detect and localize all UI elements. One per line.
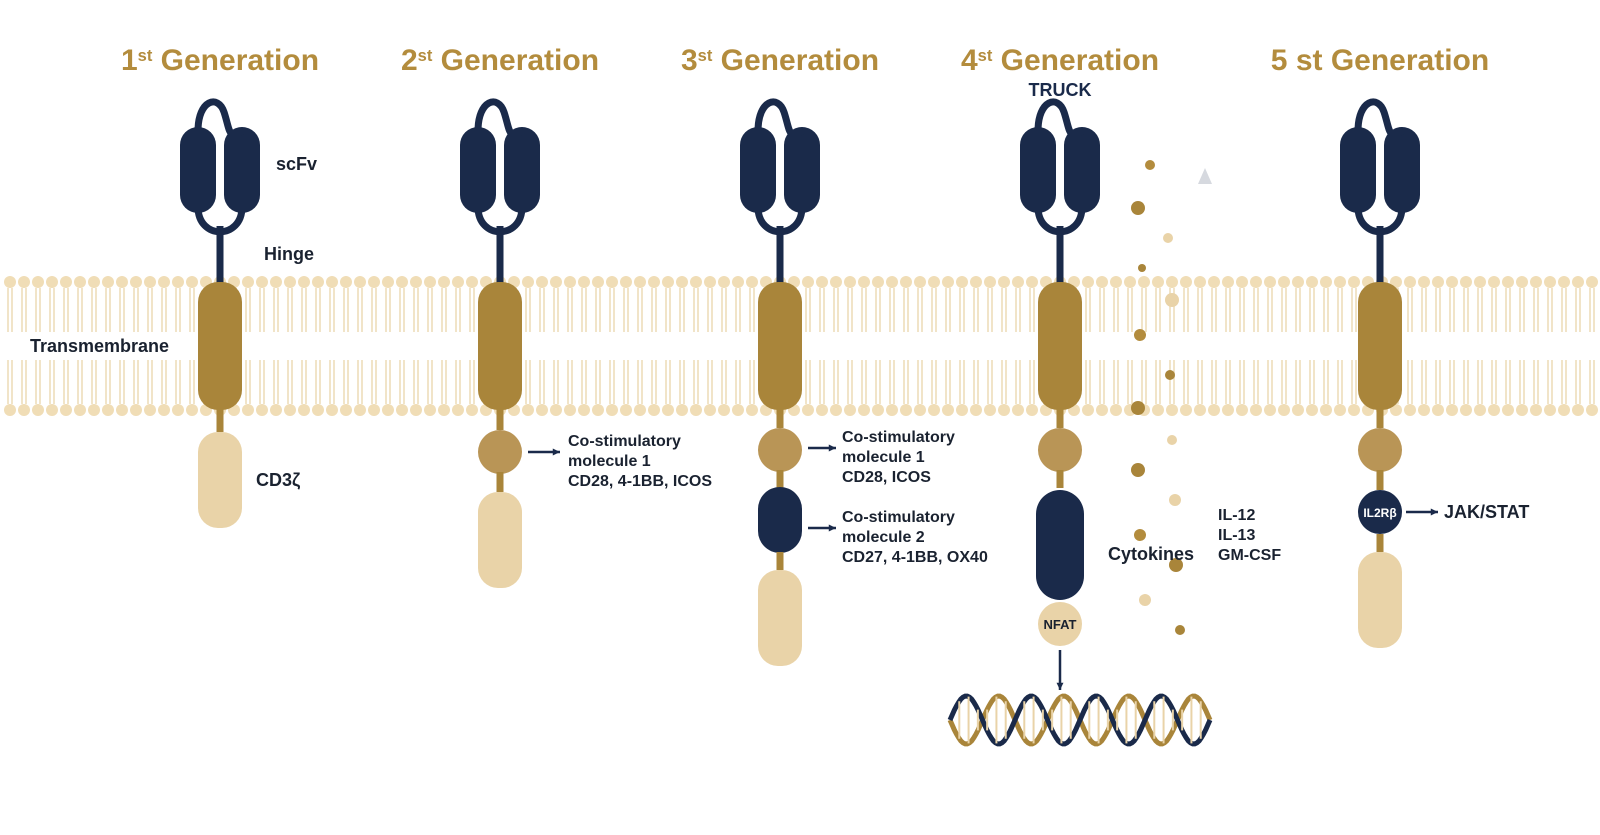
gen4: NFAT Cytokines IL-12IL-13GM-CSF [950, 102, 1281, 744]
scfv-lobe-right [504, 127, 540, 213]
cd3z-domain [758, 570, 802, 666]
generation-title-4: 4st Generation [961, 44, 1159, 77]
cytokine-dot-6 [1165, 370, 1175, 380]
inducer-domain [1036, 490, 1084, 600]
generation-title-1: 1st Generation [121, 44, 319, 77]
cytokine-dot-11 [1134, 529, 1146, 541]
anno-costim1: Co-stimulatorymolecule 1CD28, 4-1BB, ICO… [568, 433, 712, 490]
transmembrane-domain [1038, 282, 1082, 410]
arrow-costim1 [808, 445, 836, 452]
gen5: IL2Rβ JAK/STAT [1340, 102, 1529, 648]
nfat-label: NFAT [1044, 617, 1077, 632]
label-hinge: Hinge [264, 244, 314, 264]
transmembrane-domain [1358, 282, 1402, 410]
costim2-domain [758, 487, 802, 553]
anno-costim1: Co-stimulatorymolecule 1CD28, ICOS [842, 429, 955, 486]
arrow-to-dna [1057, 650, 1064, 690]
cd3z-domain [198, 432, 242, 528]
label-scfv: scFv [276, 154, 317, 174]
cytokine-dot-2 [1163, 233, 1173, 243]
cytokines-list: IL-12IL-13GM-CSF [1218, 507, 1281, 564]
cd3z-domain [1358, 552, 1402, 648]
cytokine-dot-1 [1131, 201, 1145, 215]
cytokine-dot-14 [1175, 625, 1185, 635]
cytokine-dot-4 [1165, 293, 1179, 307]
anno-costim2: Co-stimulatorymolecule 2CD27, 4-1BB, OX4… [842, 509, 988, 566]
transmembrane-domain [198, 282, 242, 410]
cytokine-dot-5 [1134, 329, 1146, 341]
generation-title-2: 2st Generation [401, 44, 599, 77]
label-jakstat: JAK/STAT [1444, 502, 1529, 522]
scfv-lobe-left [1340, 127, 1376, 213]
scfv-lobe-left [740, 127, 776, 213]
generation-subtitle-4: TRUCK [1029, 80, 1092, 100]
costim1-domain [1358, 428, 1402, 472]
cd3z-domain [478, 492, 522, 588]
costim1-domain [1038, 428, 1082, 472]
car-generations-diagram: 1st Generation 2st Generation 3st Generati… [0, 0, 1600, 835]
scfv-lobe-right [224, 127, 260, 213]
scfv-lobe-left [460, 127, 496, 213]
label-transmembrane: Transmembrane [30, 336, 169, 356]
cytokine-dot-7 [1131, 401, 1145, 415]
scfv-lobe-right [1384, 127, 1420, 213]
arrow-costim2 [808, 525, 836, 532]
transmembrane-domain [758, 282, 802, 410]
generation-title-3: 3st Generation [681, 44, 879, 77]
cytokine-dot-9 [1131, 463, 1145, 477]
scfv-lobe-left [180, 127, 216, 213]
il2rb-label: IL2Rβ [1363, 506, 1396, 520]
arrow-costim1 [528, 449, 560, 456]
label-cd3z: CD3ζ [256, 470, 300, 491]
costim1-domain [758, 428, 802, 472]
transmembrane-domain [478, 282, 522, 410]
cytokine-dot-3 [1138, 264, 1146, 272]
scfv-lobe-right [784, 127, 820, 213]
cytokine-arrow-head [1198, 168, 1212, 184]
scfv-lobe-right [1064, 127, 1100, 213]
generation-title-5: 5 st Generation [1271, 44, 1489, 77]
gen2: Co-stimulatorymolecule 1CD28, 4-1BB, ICO… [460, 102, 712, 588]
arrow-jakstat [1406, 509, 1438, 516]
label-cytokines: Cytokines [1108, 544, 1194, 564]
costim1-domain [478, 430, 522, 474]
scfv-lobe-left [1020, 127, 1056, 213]
cytokine-dot-8 [1167, 435, 1177, 445]
cytokine-dot-10 [1169, 494, 1181, 506]
cytokine-dot-0 [1145, 160, 1155, 170]
cytokine-dot-13 [1139, 594, 1151, 606]
